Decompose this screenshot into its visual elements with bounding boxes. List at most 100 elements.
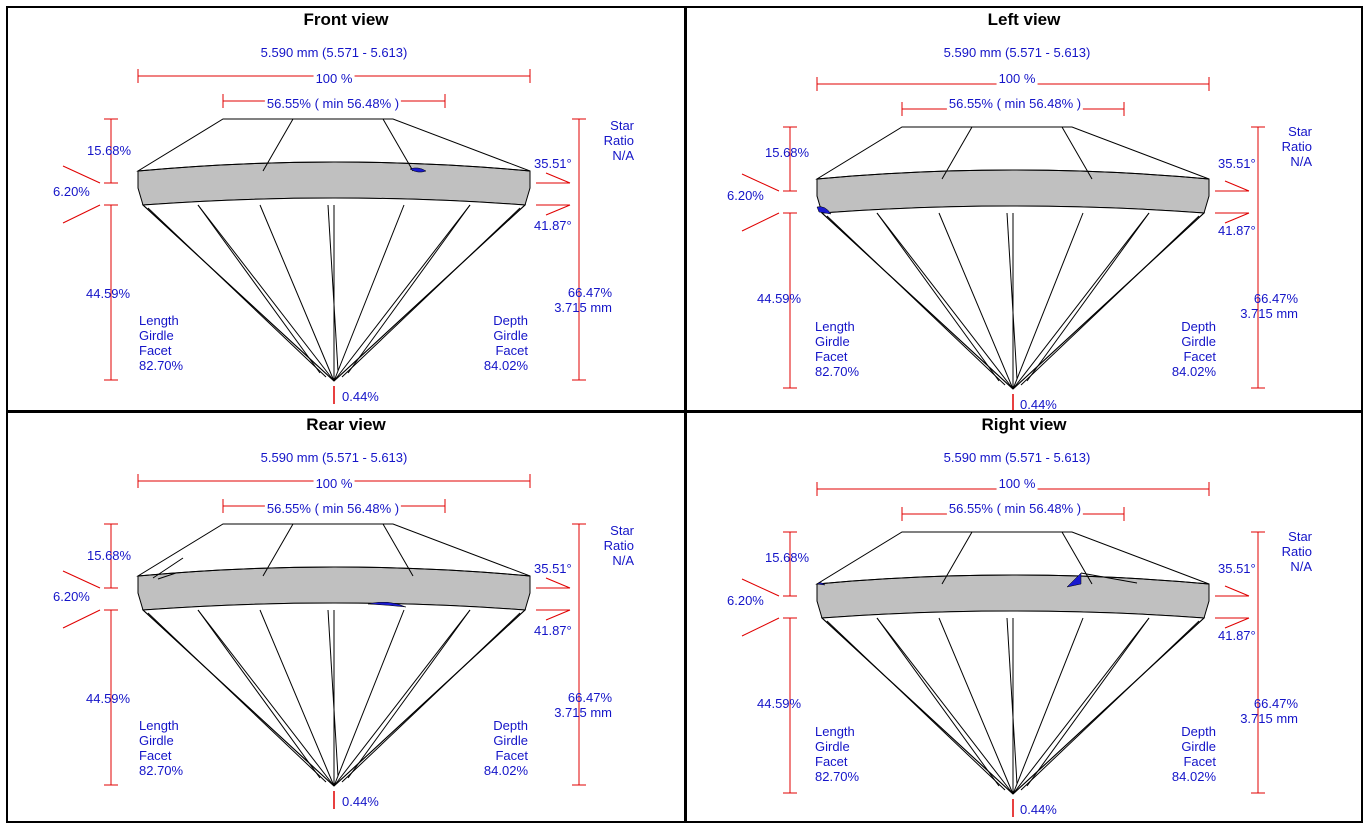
pavilion-facet-line	[259, 204, 335, 382]
pavilion-facet-line	[333, 204, 471, 382]
pavilion-facet-line	[876, 617, 1014, 795]
panel-front-view: Front view 5.590 mm (5.571 - 5.613) 100 …	[6, 6, 686, 412]
crown-facet-line	[262, 118, 294, 172]
inclusion-outline	[157, 572, 177, 580]
crown-angle-label: 35.51°	[1218, 156, 1256, 171]
crown-angle-ray	[545, 172, 571, 184]
pavilion-facet-line	[341, 612, 521, 783]
pavilion-facet-line	[876, 212, 1014, 390]
pavilion-facet-line	[938, 212, 1014, 390]
pavilion-facet-line	[876, 212, 1000, 382]
girdle-wedge-top	[62, 570, 101, 589]
crown-girdle-curve	[816, 574, 1210, 585]
pavilion-facet-line	[142, 609, 335, 787]
crown-angle-ray	[1224, 585, 1250, 597]
pavilion-facet-line	[197, 609, 321, 779]
pavilion-angle-label: 41.87°	[534, 623, 572, 638]
crown-facet-line	[941, 531, 973, 585]
pavilion-depth-label: 44.59%	[757, 291, 802, 306]
pavilion-angle-label: 41.87°	[1218, 628, 1256, 643]
pavilion-facet-line	[821, 212, 1014, 390]
crown-angle-label: 35.51°	[534, 561, 572, 576]
pavilion-facet-line	[333, 204, 526, 382]
girdle-label: 6.20%	[53, 184, 90, 199]
view-title: Rear view	[306, 415, 386, 434]
crown-angle-ray	[545, 577, 571, 589]
pavilion-facet-line	[259, 609, 335, 787]
pavilion-angle-label: 41.87°	[1218, 223, 1256, 238]
pavilion-facet-line	[333, 609, 405, 787]
pavilion-facet-line	[347, 609, 471, 779]
crown-facet-line	[262, 523, 294, 577]
table-label: 56.55% ( min 56.48% )	[946, 96, 1084, 111]
pavilion-facet-line	[1012, 617, 1084, 795]
girdle-wedge-bottom	[62, 204, 101, 224]
total-width-label: 100 %	[996, 476, 1038, 491]
pavilion-depth-label: 44.59%	[86, 691, 131, 706]
pavilion-facet-line	[147, 612, 327, 783]
culet-label: 0.44%	[1020, 397, 1057, 412]
pavilion-facet-line	[826, 620, 1006, 791]
table-label: 56.55% ( min 56.48% )	[264, 96, 402, 111]
pavilion-facet-line	[938, 617, 1014, 795]
pavilion-facet-line	[347, 204, 471, 374]
star-ratio-label: Star Ratio N/A	[1281, 529, 1312, 574]
crown-facet-line	[382, 523, 414, 577]
girdle-wedge-bottom	[62, 609, 101, 629]
crown-angle-label: 35.51°	[534, 156, 572, 171]
pavilion-facet-line	[327, 204, 339, 372]
inclusion-outline	[1080, 572, 1138, 584]
inclusion-mark	[409, 167, 427, 173]
view-title: Front view	[303, 10, 389, 29]
pavilion-depth-label: 44.59%	[86, 286, 131, 301]
girdle-label: 6.20%	[727, 593, 764, 608]
diamond-diagram	[62, 474, 586, 809]
crown-angle-ray	[1224, 180, 1250, 192]
culet-label: 0.44%	[342, 389, 379, 404]
girdle-wedge-top	[741, 173, 780, 192]
length-girdle-facet-label: Length Girdle Facet 82.70%	[815, 319, 860, 379]
pavilion-angle-ray	[545, 204, 571, 216]
inclusion-mark	[816, 582, 826, 586]
pavilion-facet-line	[327, 609, 339, 777]
crown-facet-line	[382, 118, 414, 172]
pavilion-facet-line	[341, 207, 521, 378]
inclusion-mark	[816, 206, 832, 215]
crown-facet-line	[941, 126, 973, 180]
crown-height-label: 15.68%	[87, 548, 132, 563]
depth-girdle-facet-label: Depth Girdle Facet 84.02%	[483, 718, 528, 778]
crown-facet-line	[1061, 531, 1093, 585]
pavilion-facet-line	[1006, 212, 1018, 380]
pavilion-facet-line	[1006, 617, 1018, 785]
pavilion-facet-line	[197, 204, 335, 382]
inclusion-mark	[367, 601, 407, 608]
pavilion-facet-line	[142, 204, 335, 382]
girdle-wedge-bottom	[741, 212, 780, 232]
diameter-label: 5.590 mm (5.571 - 5.613)	[260, 45, 408, 60]
total-width-label: 100 %	[996, 71, 1038, 86]
pavilion-facet-line	[821, 617, 1014, 795]
girdle-label: 6.20%	[727, 188, 764, 203]
diameter-label: 5.590 mm (5.571 - 5.613)	[943, 450, 1091, 465]
culet-label: 0.44%	[342, 794, 379, 809]
pavilion-facet-line	[1012, 617, 1150, 795]
diamond-diagram	[741, 77, 1265, 410]
depth-girdle-facet-label: Depth Girdle Facet 84.02%	[1171, 724, 1216, 784]
total-depth-label: 66.47% 3.715 mm	[554, 690, 612, 720]
pavilion-facet-line	[197, 204, 321, 374]
total-depth-label: 66.47% 3.715 mm	[1240, 291, 1298, 321]
total-depth-label: 66.47% 3.715 mm	[554, 285, 612, 315]
pavilion-facet-line	[1020, 620, 1200, 791]
diamond-diagram	[62, 69, 586, 404]
depth-girdle-facet-label: Depth Girdle Facet 84.02%	[483, 313, 528, 373]
girdle-label: 6.20%	[53, 589, 90, 604]
pavilion-facet-line	[1012, 212, 1205, 390]
view-title: Right view	[981, 415, 1067, 434]
pavilion-angle-ray	[1224, 617, 1250, 629]
table-label: 56.55% ( min 56.48% )	[264, 501, 402, 516]
star-ratio-label: Star Ratio N/A	[603, 118, 634, 163]
length-girdle-facet-label: Length Girdle Facet 82.70%	[139, 313, 184, 373]
pavilion-facet-line	[1026, 617, 1150, 787]
inclusion-outline	[152, 557, 184, 579]
